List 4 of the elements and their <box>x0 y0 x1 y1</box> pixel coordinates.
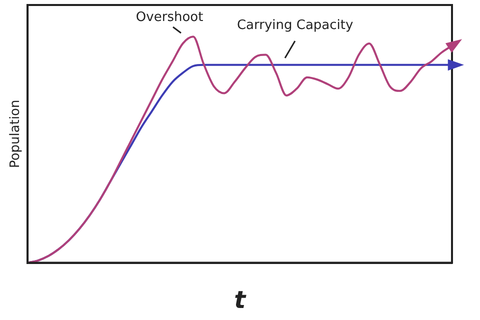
text: Overshoot <box>136 10 204 25</box>
text: Carrying Capacity <box>236 18 354 33</box>
y-axis-title: Population <box>8 100 24 168</box>
x-axis-title: t <box>234 286 248 314</box>
